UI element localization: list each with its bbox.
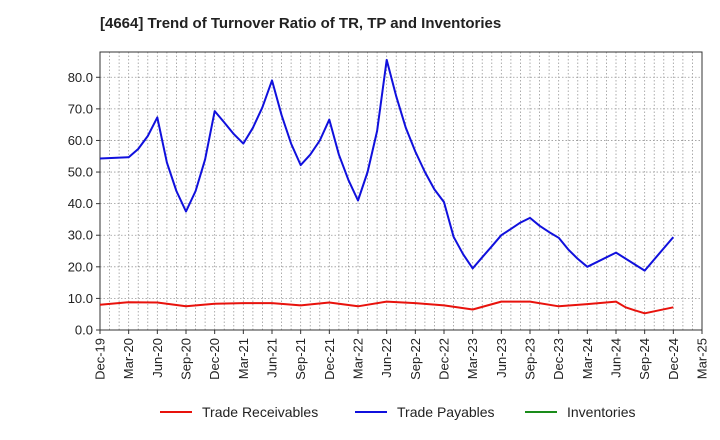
y-tick-label: 80.0 xyxy=(68,70,93,85)
x-tick-label: Jun-23 xyxy=(494,338,509,378)
legend: Trade Receivables Trade Payables Inventori… xyxy=(0,404,720,426)
x-tick-label: Mar-22 xyxy=(351,338,366,379)
x-tick-label: Dec-23 xyxy=(551,338,566,380)
x-tick-label: Jun-20 xyxy=(150,338,165,378)
x-tick-label: Dec-20 xyxy=(207,338,222,380)
x-tick-label: Mar-24 xyxy=(580,338,595,379)
x-tick-label: Sep-20 xyxy=(179,338,194,380)
x-tick-label: Mar-25 xyxy=(695,338,710,379)
series-line-1 xyxy=(99,58,675,272)
legend-label: Trade Payables xyxy=(397,404,495,420)
x-tick-label: Dec-22 xyxy=(437,338,452,380)
axis-layer: 0.0 10.0 20.0 30.0 40.0 50.0 60.0 70.0 80.0 Dec-1… xyxy=(68,51,710,380)
x-tick-label: Jun-22 xyxy=(379,338,394,378)
y-tick-label: 40.0 xyxy=(68,196,93,211)
x-tick-label: Dec-24 xyxy=(666,338,681,380)
y-tick-label: 70.0 xyxy=(68,101,93,116)
y-tick-label: 0.0 xyxy=(75,323,93,338)
legend-label: Inventories xyxy=(567,404,636,420)
x-tick-label: Dec-19 xyxy=(93,338,108,380)
x-tick-label: Sep-23 xyxy=(523,338,538,380)
chart-title: [4664] Trend of Turnover Ratio of TR, TP… xyxy=(100,15,502,32)
y-tick-label: 10.0 xyxy=(68,291,93,306)
x-tick-label: Mar-21 xyxy=(236,338,251,379)
grid-layer xyxy=(100,52,702,330)
x-tick-label: Mar-23 xyxy=(465,338,480,379)
legend-swatch xyxy=(525,411,557,413)
legend-item: Inventories xyxy=(525,404,635,420)
x-tick-label: Jun-24 xyxy=(609,338,624,378)
y-tick-label: 30.0 xyxy=(68,228,93,243)
x-tick-label: Jun-21 xyxy=(265,338,280,378)
x-tick-label: Mar-20 xyxy=(121,338,136,379)
x-tick-label: Sep-21 xyxy=(293,338,308,380)
legend-swatch xyxy=(160,411,192,413)
x-tick-label: Dec-21 xyxy=(322,338,337,380)
legend-label: Trade Receivables xyxy=(202,404,319,420)
y-tick-label: 50.0 xyxy=(68,165,93,180)
x-tick-label: Sep-22 xyxy=(408,338,423,380)
series-layer xyxy=(99,58,675,315)
plot-frame xyxy=(99,51,703,331)
legend-swatch xyxy=(355,411,387,413)
series-line-0 xyxy=(99,300,674,315)
y-tick-label: 20.0 xyxy=(68,259,93,274)
y-tick-label: 60.0 xyxy=(68,133,93,148)
x-tick-label: Sep-24 xyxy=(637,338,652,380)
legend-item: Trade Receivables xyxy=(160,404,318,420)
legend-item: Trade Payables xyxy=(355,404,495,420)
